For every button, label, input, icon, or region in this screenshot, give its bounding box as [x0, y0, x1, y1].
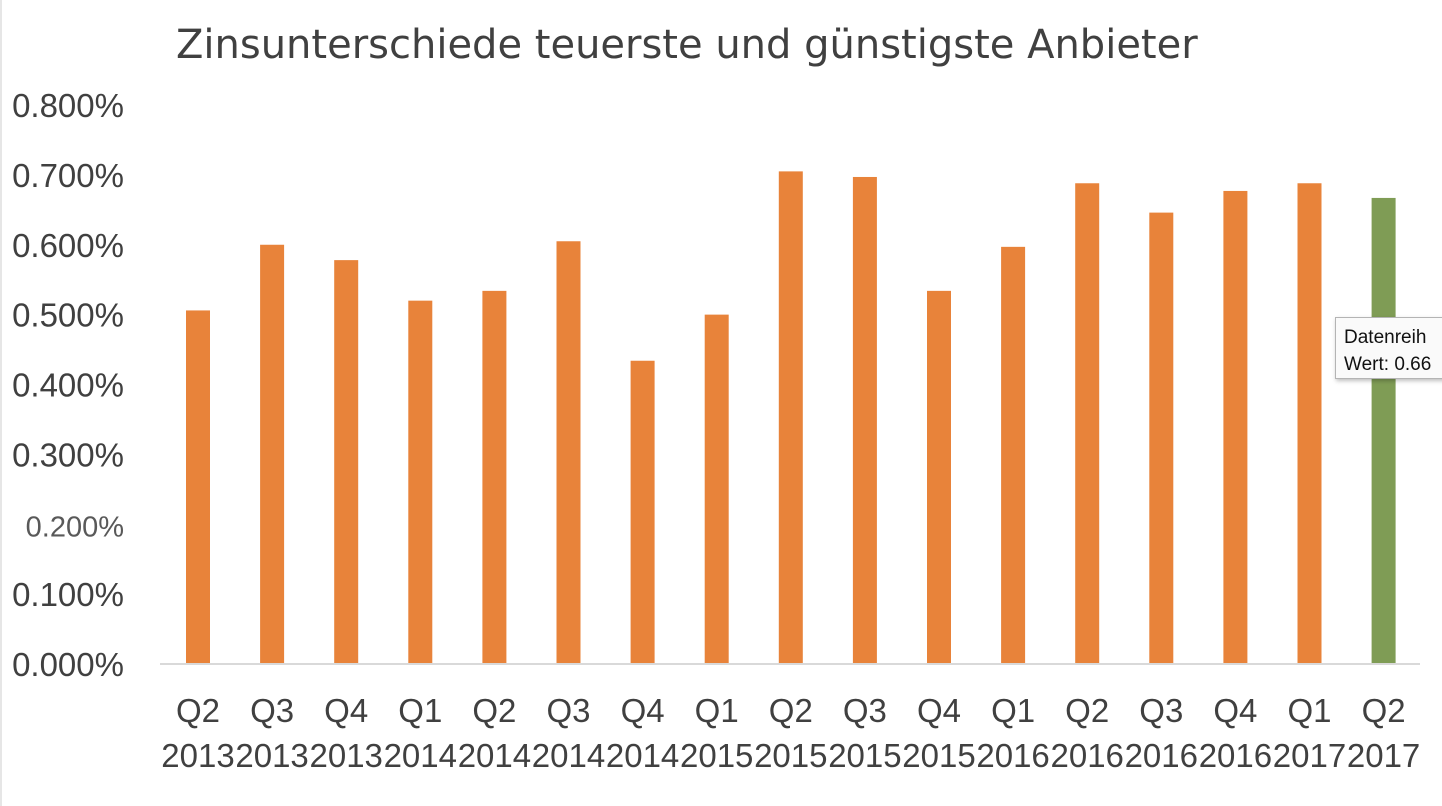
x-tick-quarter: Q1 — [695, 692, 739, 729]
x-tick-quarter: Q1 — [398, 692, 442, 729]
bar[interactable] — [927, 290, 951, 664]
bar[interactable] — [704, 314, 729, 664]
data-tooltip: Datenreih Wert: 0.66 — [1335, 317, 1442, 379]
x-tick-year: 2016 — [976, 737, 1049, 774]
x-tick-quarter: Q1 — [991, 692, 1035, 729]
x-axis-ticks: Q2 2013 Q3 2013 Q4 2013 Q1 2014 Q2 2014 Q3 2014 Q4 20… — [161, 692, 1420, 774]
bars — [186, 171, 1396, 665]
x-tick-year: 2013 — [161, 737, 234, 774]
bar[interactable] — [1075, 183, 1100, 664]
x-tick-year: 2016 — [1199, 737, 1272, 774]
x-tick-year: 2015 — [680, 737, 753, 774]
y-tick-label: 0.700% — [12, 157, 124, 194]
bar[interactable] — [408, 300, 433, 664]
x-tick-year: 2014 — [458, 737, 531, 774]
bar[interactable] — [334, 260, 359, 664]
x-tick-quarter: Q4 — [917, 692, 961, 729]
bar[interactable] — [186, 310, 210, 664]
x-tick-year: 2017 — [1273, 737, 1346, 774]
bar[interactable] — [1001, 246, 1026, 664]
x-tick-quarter: Q4 — [1213, 692, 1257, 729]
bar[interactable] — [260, 244, 285, 664]
y-tick-label: 0.600% — [12, 227, 124, 264]
x-tick-year: 2014 — [384, 737, 457, 774]
x-tick-quarter: Q4 — [621, 692, 665, 729]
x-tick-quarter: Q2 — [769, 692, 813, 729]
x-tick-year: 2013 — [235, 737, 308, 774]
x-tick-year: 2015 — [902, 737, 975, 774]
bar[interactable] — [630, 360, 655, 664]
x-tick-quarter: Q2 — [176, 692, 220, 729]
x-tick-quarter: Q4 — [324, 692, 368, 729]
y-tick-label: 0.500% — [12, 297, 124, 334]
x-tick-quarter: Q3 — [250, 692, 294, 729]
x-tick-year: 2015 — [754, 737, 827, 774]
bar[interactable] — [1297, 183, 1322, 664]
x-tick-year: 2017 — [1347, 737, 1420, 774]
x-tick-year: 2014 — [606, 737, 679, 774]
tooltip-series-line: Datenreih — [1344, 327, 1427, 348]
x-tick-year: 2016 — [1125, 737, 1198, 774]
y-axis-ticks: 0.000% 0.100% 0.200% 0.300% 0.400% 0.500% 0.60… — [12, 87, 124, 683]
bar[interactable] — [1223, 190, 1248, 665]
y-tick-label: 0.800% — [12, 87, 124, 124]
bar[interactable] — [482, 290, 507, 664]
x-tick-quarter: Q2 — [472, 692, 516, 729]
window-edge — [0, 0, 2, 806]
x-tick-year: 2016 — [1050, 737, 1123, 774]
y-tick-label: 0.200% — [26, 511, 124, 543]
bar[interactable] — [1149, 212, 1174, 665]
bar-highlighted[interactable] — [1371, 197, 1396, 664]
y-tick-label: 0.100% — [12, 576, 124, 613]
tooltip-value-line: Wert: 0.66 — [1344, 354, 1432, 375]
y-tick-label: 0.000% — [12, 646, 124, 683]
x-tick-year: 2014 — [532, 737, 605, 774]
x-tick-year: 2015 — [828, 737, 901, 774]
chart-title: Zinsunterschiede teuerste und günstigste… — [176, 22, 1198, 68]
x-tick-quarter: Q3 — [1139, 692, 1183, 729]
x-tick-quarter: Q2 — [1065, 692, 1109, 729]
bar[interactable] — [556, 241, 581, 664]
x-tick-quarter: Q3 — [546, 692, 590, 729]
y-tick-label: 0.400% — [12, 367, 124, 404]
bar[interactable] — [778, 171, 803, 664]
x-tick-quarter: Q1 — [1287, 692, 1331, 729]
y-tick-label: 0.300% — [12, 436, 124, 473]
bar[interactable] — [852, 176, 877, 664]
x-tick-year: 2013 — [309, 737, 382, 774]
x-tick-quarter: Q2 — [1362, 692, 1406, 729]
x-tick-quarter: Q3 — [843, 692, 887, 729]
